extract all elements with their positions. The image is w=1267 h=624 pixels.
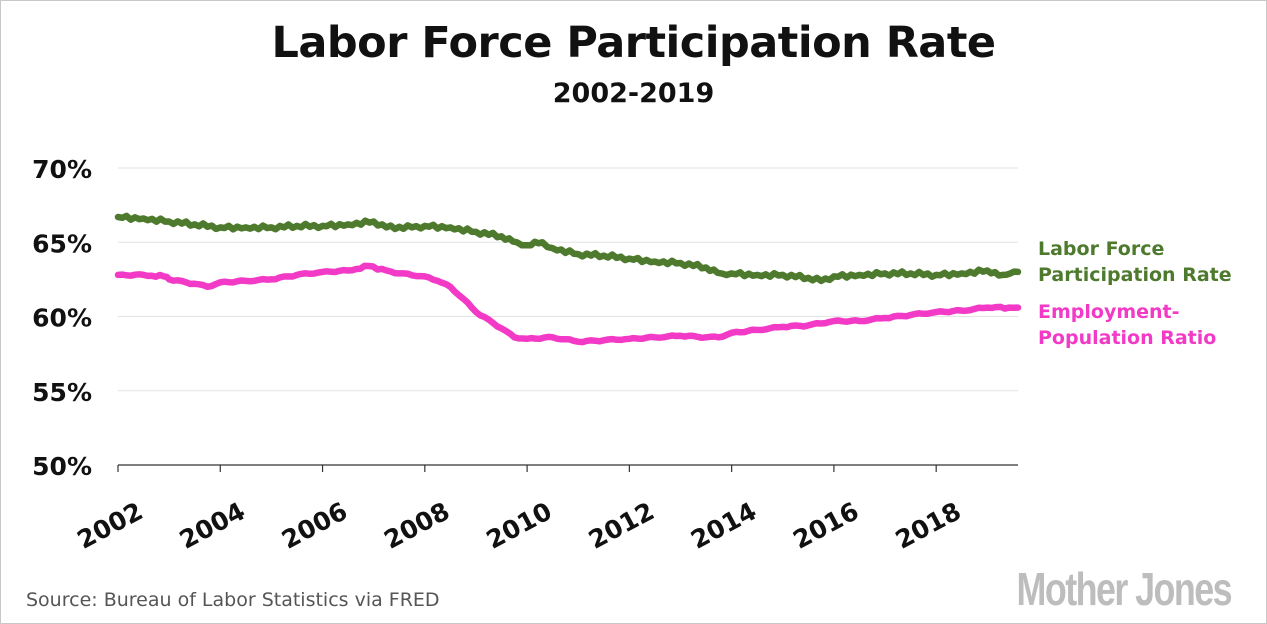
- gridlines: [118, 167, 1018, 392]
- y-tick-label: 65%: [32, 229, 92, 258]
- y-tick-label: 70%: [32, 155, 92, 184]
- source-note: Source: Bureau of Labor Statistics via F…: [26, 589, 440, 611]
- series-labels: Labor Force Participation Rate Employment-…: [1038, 238, 1232, 349]
- series-label: Employment-: [1038, 301, 1180, 323]
- series-lines: [114, 212, 1022, 346]
- x-tick-label: 2008: [379, 496, 454, 554]
- chart-title: Labor Force Participation Rate: [271, 18, 996, 68]
- y-tick-label: 55%: [32, 378, 92, 407]
- y-tick-label: 50%: [32, 452, 92, 481]
- series-label: Population Ratio: [1038, 327, 1216, 349]
- series-line-labor-force-participation: [114, 212, 1022, 285]
- y-tick-label: 60%: [32, 304, 92, 333]
- chart-subtitle: 2002-2019: [552, 78, 715, 109]
- x-tick-label: 2006: [277, 496, 352, 554]
- x-tick-label: 2010: [482, 496, 557, 554]
- x-tick-label: 2002: [72, 496, 147, 554]
- series-line-employment-population-ratio: [114, 262, 1022, 346]
- brand-logo: Mother Jones: [1016, 563, 1232, 615]
- x-tick-label: 2012: [584, 496, 659, 554]
- x-tick-label: 2004: [175, 496, 250, 554]
- axes: 70% 65% 60% 55% 50% 2002 2004 2006 2008 2010 2012 2…: [32, 155, 1018, 555]
- x-tick-label: 2014: [686, 496, 761, 554]
- series-label: Participation Rate: [1038, 264, 1232, 286]
- x-tick-label: 2018: [891, 496, 966, 554]
- series-label: Labor Force: [1038, 238, 1164, 260]
- x-tick-label: 2016: [788, 496, 863, 554]
